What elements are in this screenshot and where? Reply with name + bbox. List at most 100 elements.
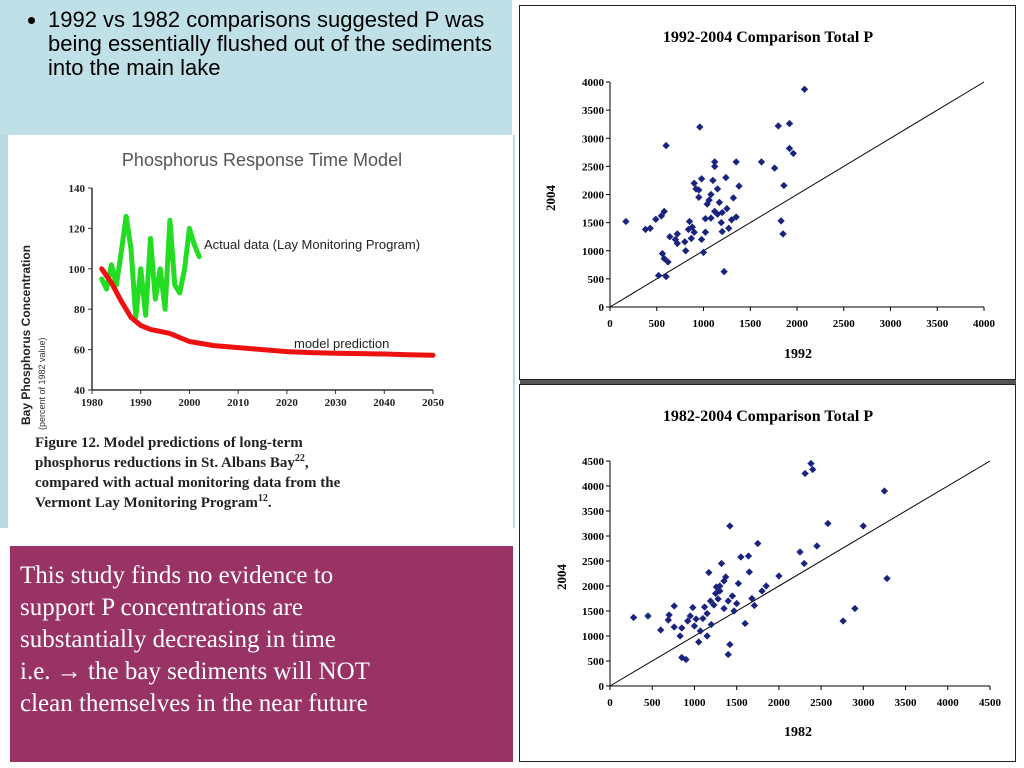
conclusion-line: support P concentrations are	[20, 594, 304, 621]
caption-line-1: Figure 12. Model predictions of long-ter…	[35, 435, 303, 451]
data-point	[695, 193, 703, 201]
data-point	[711, 158, 719, 166]
scatter-1982-xlabel: 1982	[784, 725, 812, 740]
data-point	[717, 218, 725, 227]
x-tick-label: 2000	[178, 397, 201, 409]
data-point	[692, 615, 700, 623]
data-point	[730, 607, 738, 615]
caption-line-2-end: ,	[305, 455, 309, 471]
y-tick-label: 500	[588, 274, 605, 286]
data-point	[735, 182, 743, 190]
data-point	[779, 230, 787, 238]
data-point	[678, 624, 686, 632]
actual-data-line	[99, 213, 202, 320]
data-point	[720, 267, 728, 276]
data-point	[732, 158, 740, 166]
caption-line-2: phosphorus reductions in St. Albans Bay2…	[35, 453, 309, 471]
data-point	[713, 185, 722, 193]
data-point	[774, 122, 782, 130]
x-tick-label: 4000	[973, 318, 996, 330]
x-tick-label: 2020	[276, 397, 299, 409]
data-point	[707, 190, 715, 199]
data-point	[701, 228, 710, 236]
y-tick-label: 3000	[582, 133, 605, 145]
y-tick-label: 100	[69, 264, 86, 276]
data-point	[670, 602, 678, 610]
data-point	[715, 198, 724, 207]
data-point	[714, 595, 722, 603]
scatter-1982-title: 1982-2004 Comparison Total P	[663, 408, 873, 425]
data-point	[722, 173, 730, 182]
y-tick-label: 0	[599, 302, 605, 314]
data-point	[726, 640, 734, 649]
y-axis-sublabel: (percent of 1982 value)	[37, 337, 47, 430]
data-point	[644, 612, 652, 620]
data-point	[734, 579, 743, 588]
x-tick-label: 2000	[768, 697, 791, 709]
caption-line-4: Vermont Lay Monitoring Program12.	[35, 493, 272, 511]
data-point	[796, 548, 804, 556]
data-point	[775, 572, 783, 580]
x-tick-label: 1980	[81, 397, 104, 409]
data-point	[733, 599, 741, 608]
data-point	[728, 592, 737, 600]
chart-title: Phosphorus Response Time Model	[122, 150, 402, 170]
x-tick-label: 2030	[325, 397, 348, 409]
bullet-note: 1992 vs 1982 comparisons suggested P was…	[0, 0, 512, 135]
data-point	[725, 224, 733, 232]
scatter-1992-xlabel: 1992	[784, 347, 812, 362]
data-point	[785, 119, 794, 128]
y-tick-label: 500	[588, 656, 605, 668]
x-tick-label: 3500	[926, 318, 949, 330]
data-point	[690, 179, 698, 187]
data-point	[737, 553, 745, 561]
y-tick-label: 2000	[582, 190, 605, 202]
data-point	[801, 469, 809, 478]
x-tick-label: 2000	[786, 318, 809, 330]
conclusion-line: i.e. → the bay sediments will NOT	[20, 658, 370, 685]
data-point	[705, 196, 713, 204]
scatter-1982-panel: 1982-2004 Comparison Total P 0 500 1000 150…	[519, 384, 1016, 762]
data-point	[780, 181, 788, 190]
data-point	[622, 217, 630, 226]
caption-line-3: compared with actual monitoring data fro…	[35, 475, 341, 491]
data-point	[689, 603, 697, 612]
x-tick-label: 1000	[683, 697, 706, 709]
data-point	[741, 619, 749, 628]
data-point	[729, 194, 738, 202]
data-point	[727, 216, 736, 224]
data-point	[662, 272, 670, 281]
bullet-item: 1992 vs 1982 comparisons suggested P was…	[48, 8, 502, 80]
y-axis-label: Bay Phosphorus Concentration	[19, 245, 33, 425]
data-point	[813, 542, 821, 550]
x-tick-label: 2010	[227, 397, 250, 409]
data-point	[770, 164, 779, 172]
x-tick-label: 2040	[373, 397, 396, 409]
y-tick-label: 3500	[582, 105, 605, 117]
data-point	[690, 622, 699, 630]
data-point	[744, 552, 753, 560]
model-prediction-line	[99, 266, 436, 358]
y-tick-label: 2500	[582, 161, 605, 173]
data-point	[824, 519, 832, 528]
x-tick-label: 4500	[979, 697, 1002, 709]
data-point	[697, 235, 706, 244]
x-tick-label: 0	[607, 697, 613, 709]
conclusion-line: substantially decreasing in time	[20, 626, 336, 653]
one-to-one-line	[609, 81, 985, 308]
data-point	[883, 574, 891, 583]
data-point	[670, 623, 678, 631]
data-point	[652, 215, 660, 223]
data-point	[662, 141, 670, 150]
y-tick-label: 2500	[582, 556, 605, 568]
legend-actual: Actual data (Lay Monitoring Program)	[204, 237, 420, 252]
x-tick-label: 1990	[130, 397, 153, 409]
data-point	[703, 632, 711, 640]
conclusion-line: This study finds no evidence to	[20, 562, 334, 589]
scatter-1992-chart: 1992-2004 Comparison Total P 0 500 1000 150…	[543, 29, 996, 362]
legend-model: model prediction	[294, 336, 389, 351]
data-point	[700, 603, 709, 611]
data-point	[629, 613, 638, 622]
model-axes: 40 60 80 100 120 140 1980 1990 2000 2010 2020 2030 2…	[69, 183, 445, 409]
data-point	[750, 601, 759, 610]
